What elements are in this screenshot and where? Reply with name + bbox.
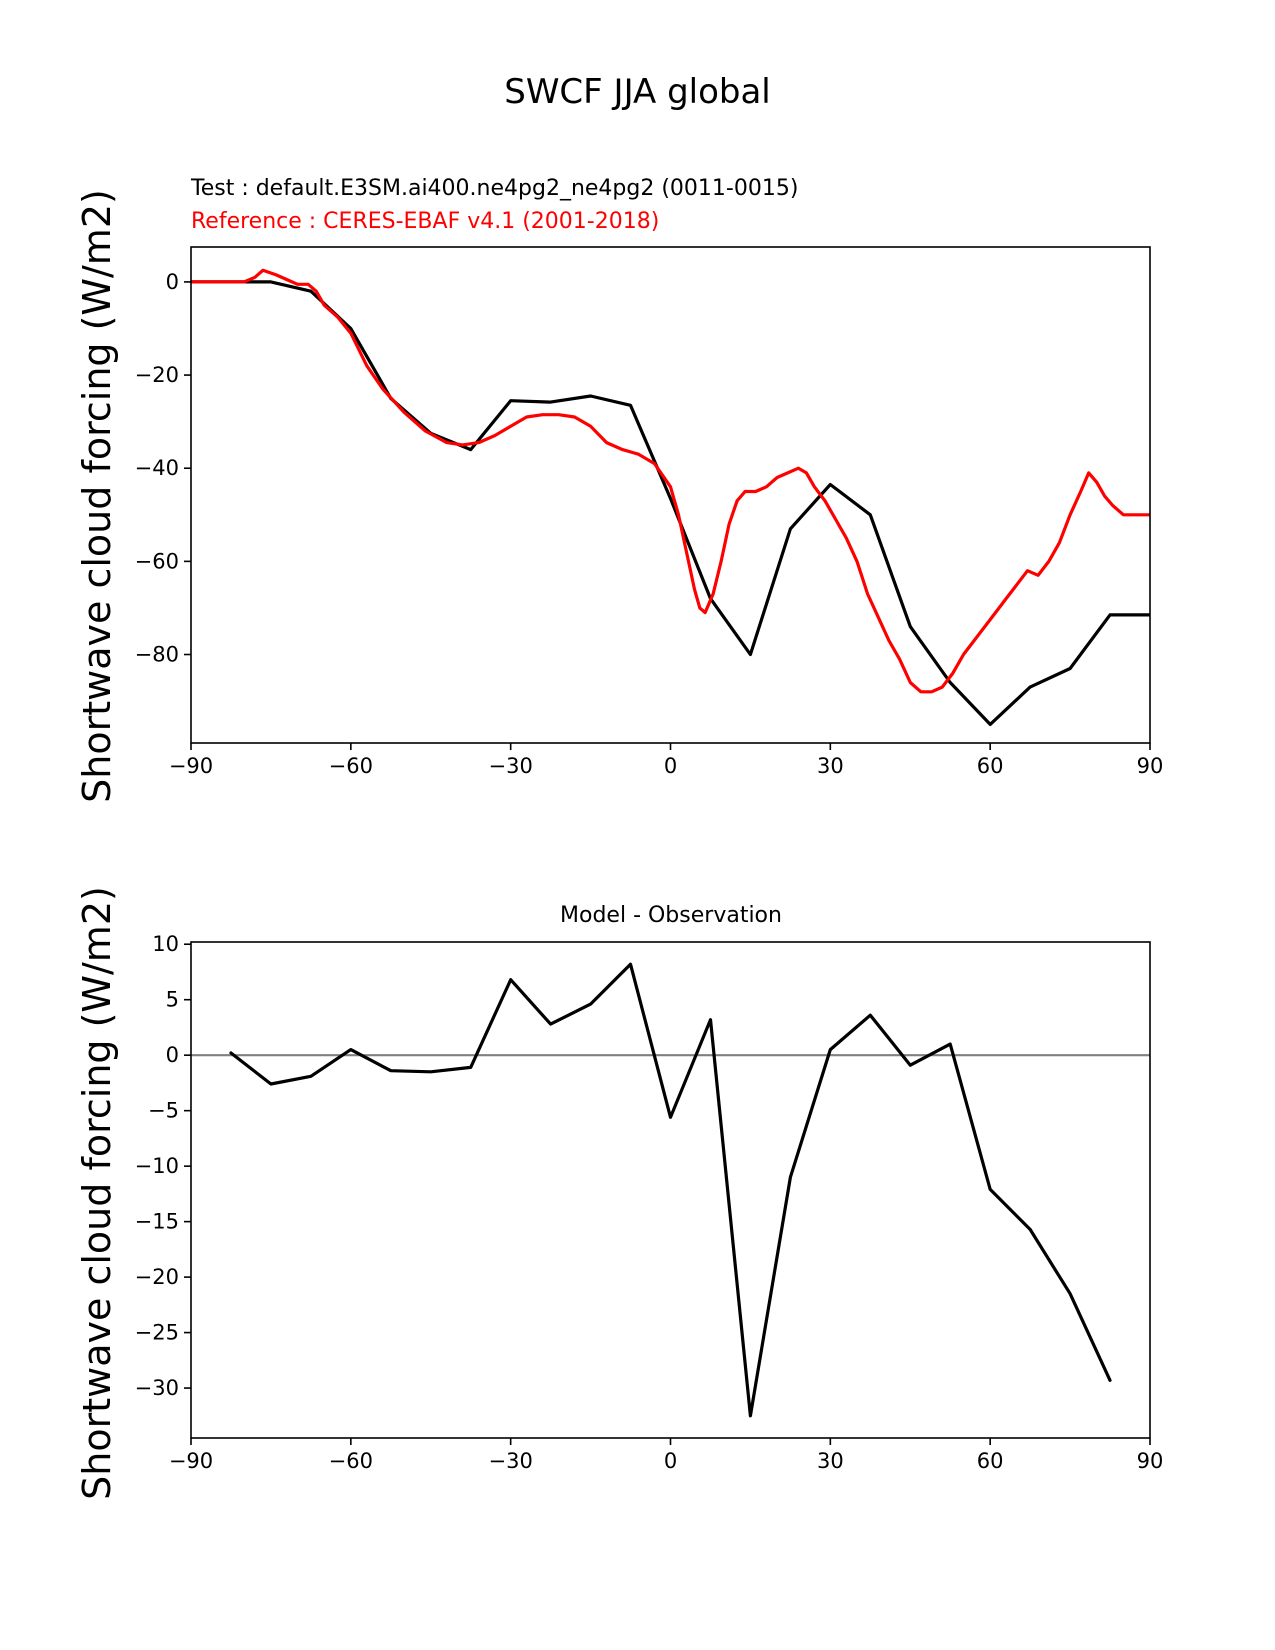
bottom-x-tick-label: −30 [489,1449,533,1473]
bottom-y-tick-label: −30 [135,1376,179,1400]
top-panel: −90 −60 −30 0 30 60 90 −80 −60 −40 −20 0 [135,246,1164,778]
top-x-tick-label: 90 [1137,754,1164,778]
top-series-line-0 [191,280,1150,727]
bottom-x-tick-label: 90 [1137,1449,1164,1473]
top-x-tick-label: 60 [977,754,1004,778]
top-y-tick-label: −40 [135,456,179,480]
bottom-x-tick-label: −90 [169,1449,213,1473]
top-y-tick-label: −60 [135,549,179,573]
top-x-tick-label: −90 [169,754,213,778]
bottom-y-tick-label: −10 [135,1154,179,1178]
bottom-y-tick-label: −20 [135,1265,179,1289]
reference-series-label: Reference : CERES-EBAF v4.1 (2001-2018) [191,209,660,234]
bottom-y-tick-label: −5 [148,1099,179,1123]
bottom-x-tick-label: 0 [664,1449,677,1473]
bottom-y-tick-label: 5 [166,988,179,1012]
top-y-tick-label: −20 [135,363,179,387]
top-x-tick-label: −30 [489,754,533,778]
bottom-axes-frame [190,941,1151,1439]
bottom-x-tick-label: −60 [329,1449,373,1473]
bottom-x-tick-label: 30 [817,1449,844,1473]
top-y-tick-label: −80 [135,643,179,667]
top-series-line-1 [191,268,1150,694]
top-x-tick-label: 0 [664,754,677,778]
bottom-series-line-0 [229,962,1112,1418]
bottom-x-tick-label: 60 [977,1449,1004,1473]
bottom-y-tick-label: −15 [135,1210,179,1234]
top-x-tick-label: −60 [329,754,373,778]
top-y-tick-label: 0 [166,270,179,294]
bottom-y-tick-label: 10 [152,932,179,956]
bottom-panel: −90 −60 −30 0 30 60 90 −30 −25 −20 −15 −10 −5 0 5 10 [135,932,1164,1473]
test-series-label: Test : default.E3SM.ai400.ne4pg2_ne4pg2 … [191,176,799,201]
figure-title: SWCF JJA global [504,72,771,112]
top-x-tick-label: 30 [817,754,844,778]
bottom-y-tick-label: −25 [135,1321,179,1345]
bottom-plot-title: Model - Observation [560,903,782,928]
bottom-y-tick-label: 0 [166,1043,179,1067]
